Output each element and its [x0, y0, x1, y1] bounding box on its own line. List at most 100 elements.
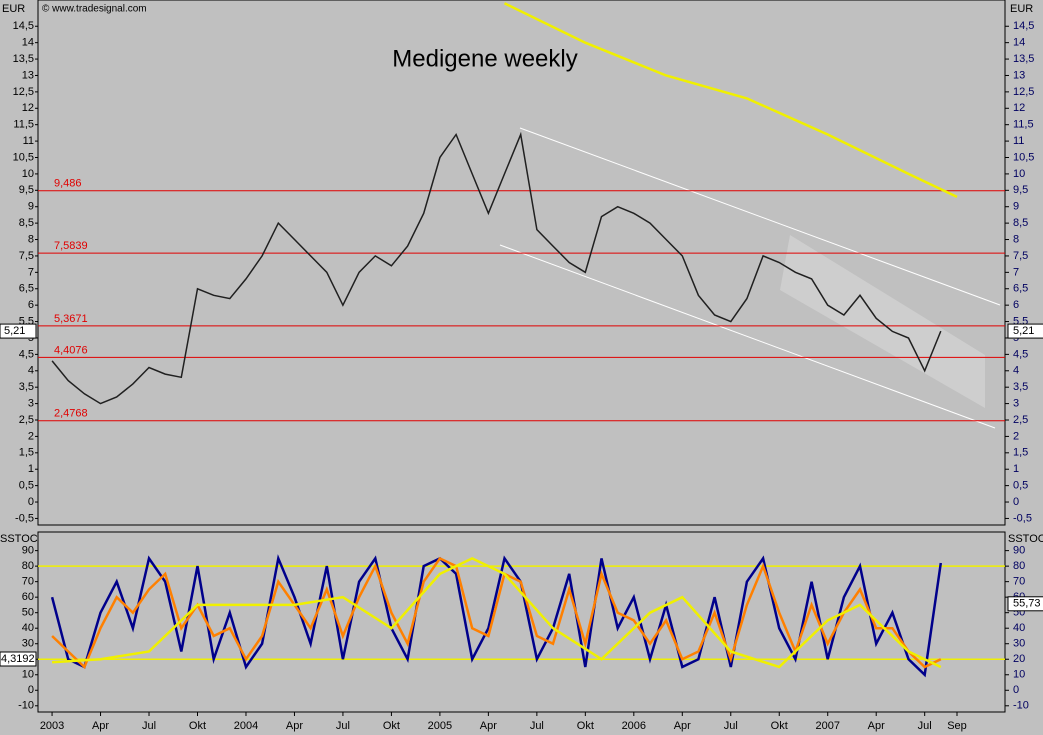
y-tick-label: 0,5: [19, 480, 34, 492]
y-tick-label: 0: [28, 684, 34, 696]
y-tick-label: 2: [28, 430, 34, 442]
y-tick-label: 0: [28, 496, 34, 508]
y-tick-label: 3,5: [1013, 381, 1028, 393]
x-tick-label: 2004: [234, 720, 258, 732]
value-marker-label: 4,3192: [1, 653, 35, 665]
y-tick-label: 10,5: [1013, 151, 1034, 163]
x-tick-label: Jul: [530, 720, 544, 732]
y-tick-label: 6: [1013, 299, 1019, 311]
y-tick-label: 9,5: [1013, 184, 1028, 196]
y-tick-label: 12: [22, 102, 34, 114]
x-tick-label: Jul: [142, 720, 156, 732]
value-marker-label: 5,21: [1013, 325, 1034, 337]
y-tick-label: 40: [22, 622, 34, 634]
y-tick-label: 20: [1013, 653, 1025, 665]
y-tick-label: 13: [22, 69, 34, 81]
x-tick-label: Okt: [577, 720, 594, 732]
level-label: 2,4768: [54, 408, 88, 420]
series-line: [503, 2, 958, 199]
y-tick-label: -0,5: [1013, 512, 1032, 524]
y-tick-label: 1: [28, 463, 34, 475]
y-tick-label: -10: [1013, 700, 1029, 712]
x-tick-label: Jul: [336, 720, 350, 732]
stoch-panel: [37, 531, 1006, 713]
y-tick-label: 12,5: [13, 86, 34, 98]
y-tick-label: 14: [22, 37, 34, 49]
y-tick-label: 60: [22, 591, 34, 603]
y-tick-label: 13,5: [13, 53, 34, 65]
y-tick-label: 7: [1013, 266, 1019, 278]
y-tick-label: 3: [28, 398, 34, 410]
value-marker-label: 55,73: [1013, 598, 1041, 610]
y-tick-label: 50: [22, 607, 34, 619]
y-tick-label: 10: [22, 669, 34, 681]
y-tick-label: 11,5: [1013, 119, 1034, 131]
axis-label: SSTOC: [1008, 533, 1043, 545]
x-tick-label: 2007: [815, 720, 839, 732]
y-tick-label: 14,5: [1013, 20, 1034, 32]
x-tick-label: 2005: [428, 720, 452, 732]
y-tick-label: 4: [1013, 365, 1019, 377]
y-tick-label: 8,5: [19, 217, 34, 229]
y-tick-label: 9: [28, 201, 34, 213]
y-tick-label: 13: [1013, 69, 1025, 81]
y-tick-label: 2: [1013, 430, 1019, 442]
y-tick-label: 3,5: [19, 381, 34, 393]
x-tick-label: Apr: [480, 720, 497, 732]
y-tick-label: -10: [18, 700, 34, 712]
y-tick-label: 30: [22, 638, 34, 650]
y-tick-label: 11: [1013, 135, 1024, 147]
level-label: 9,486: [54, 178, 82, 190]
source: © www.tradesignal.com: [42, 4, 147, 15]
x-tick-label: Jul: [918, 720, 932, 732]
axis-label: SSTOC: [0, 533, 38, 545]
y-tick-label: 1,5: [1013, 447, 1028, 459]
level-label: 5,3671: [54, 313, 88, 325]
y-tick-label: 1,5: [19, 447, 34, 459]
y-tick-label: 6,5: [19, 283, 34, 295]
y-tick-label: 80: [1013, 560, 1025, 572]
x-tick-label: Jul: [724, 720, 738, 732]
y-tick-label: 30: [1013, 638, 1025, 650]
y-tick-label: 14,5: [13, 20, 34, 32]
value-marker: [1007, 323, 1043, 339]
y-tick-label: 7: [28, 266, 34, 278]
y-tick-label: 7,5: [1013, 250, 1028, 262]
y-tick-label: 70: [1013, 576, 1025, 588]
level-label: 7,5839: [54, 240, 88, 252]
value-marker: [1007, 596, 1043, 612]
x-tick-label: Sep: [947, 720, 967, 732]
x-tick-label: Okt: [383, 720, 400, 732]
x-tick-label: Apr: [674, 720, 691, 732]
y-tick-label: 10: [1013, 669, 1025, 681]
y-tick-label: 0: [1013, 496, 1019, 508]
y-tick-label: 8: [28, 233, 34, 245]
axis-label: EUR: [2, 3, 25, 15]
y-tick-label: 4,5: [19, 348, 34, 360]
y-tick-label: 6: [28, 299, 34, 311]
y-tick-label: 4: [28, 365, 34, 377]
y-tick-label: 0,5: [1013, 480, 1028, 492]
axis-label: EUR: [1010, 3, 1033, 15]
x-tick-label: Apr: [286, 720, 303, 732]
y-tick-label: 90: [1013, 545, 1025, 557]
y-tick-label: 1: [1013, 463, 1019, 475]
chart-title: Medigene weekly: [392, 45, 577, 72]
y-tick-label: 2,5: [19, 414, 34, 426]
y-tick-label: 4,5: [1013, 348, 1028, 360]
y-tick-label: 13,5: [1013, 53, 1034, 65]
y-tick-label: 12,5: [1013, 86, 1034, 98]
x-tick-label: Apr: [868, 720, 885, 732]
y-tick-label: 8,5: [1013, 217, 1028, 229]
y-tick-label: 12: [1013, 102, 1025, 114]
y-tick-label: 10,5: [13, 151, 34, 163]
y-tick-label: 7,5: [19, 250, 34, 262]
price-panel: [37, 0, 1006, 526]
level-label: 4,4076: [54, 344, 88, 356]
y-tick-label: 9,5: [19, 184, 34, 196]
series-line: [51, 131, 942, 405]
y-tick-label: 10: [1013, 168, 1025, 180]
y-tick-label: 3: [1013, 398, 1019, 410]
y-tick-label: 2,5: [1013, 414, 1028, 426]
